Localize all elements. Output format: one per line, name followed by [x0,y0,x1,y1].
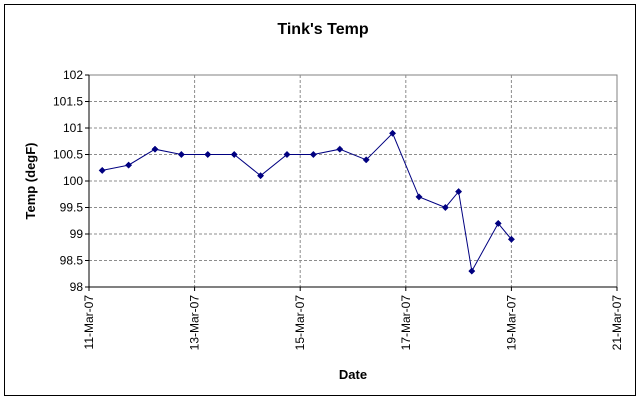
x-axis-title: Date [339,367,367,382]
data-point [389,129,397,137]
data-point [507,235,515,243]
y-tick-label: 98 [70,280,84,294]
data-point [336,145,344,153]
chart-title: Tink's Temp [277,21,368,38]
x-tick-label: 15-Mar-07 [293,295,307,351]
data-point [177,150,185,159]
y-tick-label: 98.5 [60,254,84,268]
x-tick-label: 19-Mar-07 [504,295,518,351]
y-axis: 98 98.5 99 99.5 100 100.5 101 101.5 102 [53,68,90,294]
y-tick-label: 101 [63,121,83,135]
data-point [441,203,449,212]
data-point [98,166,106,174]
x-tick-label: 21-Mar-07 [610,295,624,351]
gridlines [89,75,617,287]
x-tick-label: 13-Mar-07 [188,295,202,351]
y-tick-label: 100.5 [53,148,83,162]
y-tick-label: 100 [63,174,83,188]
data-point [204,150,212,159]
data-point [309,150,317,159]
data-point [125,161,133,169]
data-point [468,267,476,275]
data-point [362,156,370,164]
series-path [102,132,512,273]
data-point [494,219,502,227]
series-line [98,129,515,275]
data-point [283,150,291,159]
y-axis-title: Temp (degF) [23,142,38,219]
y-tick-label: 102 [63,68,83,82]
x-tick-label: 11-Mar-07 [82,295,96,350]
data-point [257,172,265,180]
data-point [230,150,238,159]
data-point [151,145,159,153]
data-point [455,188,463,196]
y-tick-label: 101.5 [53,95,83,109]
chart-frame: Tink's Temp 98 98.5 99 99.5 100 100.5 101 101.5… [4,4,636,396]
x-tick-label: 17-Mar-07 [399,295,413,351]
y-tick-label: 99.5 [60,201,84,215]
y-tick-label: 99 [70,227,84,241]
plot-area [88,74,618,288]
data-point [415,193,423,201]
x-axis: 11-Mar-07 13-Mar-07 15-Mar-07 17-Mar-07 19-M… [82,286,624,351]
line-chart: Tink's Temp 98 98.5 99 99.5 100 100.5 101 101.5… [23,21,624,382]
